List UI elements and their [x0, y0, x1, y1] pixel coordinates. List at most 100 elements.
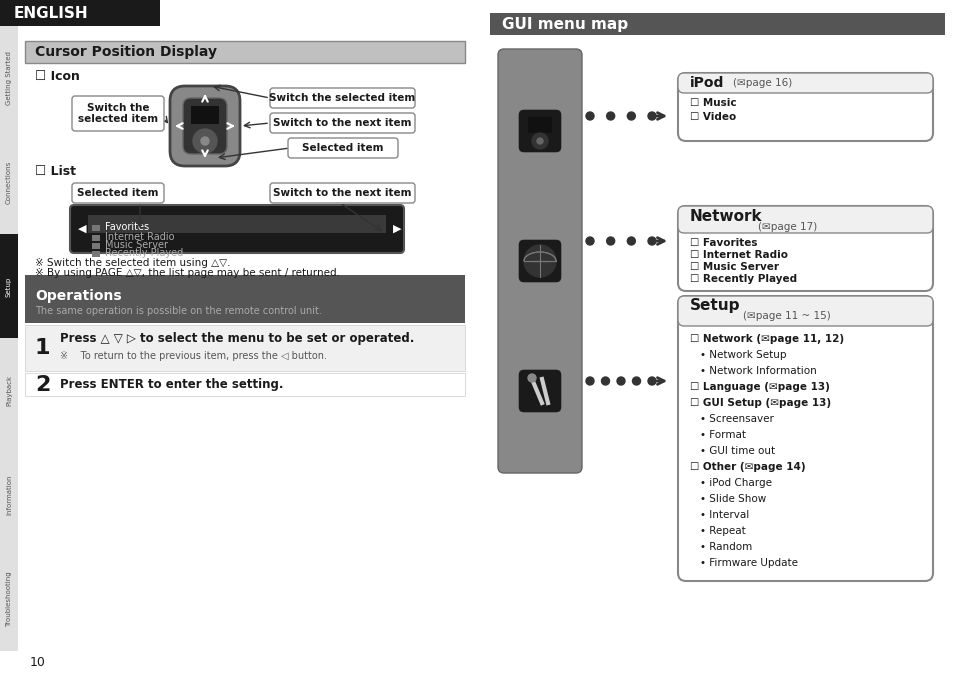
FancyBboxPatch shape — [517, 239, 561, 283]
Text: ☐ GUI Setup (✉page 13): ☐ GUI Setup (✉page 13) — [689, 398, 830, 408]
Text: Connections: Connections — [6, 161, 12, 204]
FancyBboxPatch shape — [497, 49, 581, 473]
Text: ☐ Internet Radio: ☐ Internet Radio — [689, 250, 787, 260]
Text: ☐ Other (✉page 14): ☐ Other (✉page 14) — [689, 462, 804, 472]
Text: Switch to the next item: Switch to the next item — [273, 188, 412, 198]
Text: • Repeat: • Repeat — [700, 526, 745, 536]
FancyBboxPatch shape — [678, 206, 932, 233]
Bar — [0, 443, 18, 547]
Bar — [0, 26, 18, 130]
Text: iPod: iPod — [689, 76, 723, 90]
Circle shape — [627, 112, 635, 120]
Text: Setup: Setup — [689, 298, 740, 313]
Bar — [25, 373, 464, 396]
FancyBboxPatch shape — [270, 183, 415, 203]
Text: Favorites: Favorites — [105, 222, 149, 232]
FancyBboxPatch shape — [517, 109, 561, 153]
Circle shape — [606, 112, 614, 120]
FancyBboxPatch shape — [678, 206, 932, 291]
Text: ☐ List: ☐ List — [35, 165, 76, 178]
Text: Switch to the next item: Switch to the next item — [273, 118, 412, 128]
Text: ☐ Favorites: ☐ Favorites — [689, 238, 757, 248]
Bar — [25, 275, 464, 323]
Text: Switch the selected item: Switch the selected item — [269, 93, 416, 103]
Text: • Random: • Random — [700, 542, 752, 552]
FancyBboxPatch shape — [678, 296, 932, 326]
Circle shape — [201, 137, 209, 145]
Text: Recently Played: Recently Played — [105, 248, 183, 258]
FancyBboxPatch shape — [170, 86, 240, 166]
Circle shape — [193, 129, 216, 153]
Text: • Network Setup: • Network Setup — [700, 350, 785, 360]
Bar — [91, 251, 100, 257]
Bar — [25, 325, 464, 371]
Text: Setup: Setup — [6, 276, 12, 296]
FancyBboxPatch shape — [71, 183, 164, 203]
Text: Operations: Operations — [35, 289, 121, 303]
Circle shape — [585, 377, 594, 385]
Bar — [191, 106, 219, 124]
Text: Press △ ▽ ▷ to select the menu to be set or operated.: Press △ ▽ ▷ to select the menu to be set… — [60, 332, 414, 345]
Text: ☐ Icon: ☐ Icon — [35, 69, 80, 82]
Bar — [88, 215, 386, 233]
Circle shape — [617, 377, 624, 385]
Text: ※ Switch the selected item using △▽.: ※ Switch the selected item using △▽. — [35, 258, 231, 268]
Bar — [490, 13, 944, 35]
FancyBboxPatch shape — [70, 205, 403, 253]
Text: 1: 1 — [35, 338, 51, 358]
Text: Internet Radio: Internet Radio — [105, 232, 174, 242]
Bar — [0, 130, 18, 234]
Text: 10: 10 — [30, 656, 46, 669]
Text: ▶: ▶ — [393, 224, 401, 234]
FancyBboxPatch shape — [678, 73, 932, 141]
FancyBboxPatch shape — [517, 369, 561, 413]
Text: 2: 2 — [35, 375, 51, 395]
Text: The same operation is possible on the remote control unit.: The same operation is possible on the re… — [35, 306, 321, 316]
FancyBboxPatch shape — [288, 138, 397, 158]
Text: ☐ Network (✉page 11, 12): ☐ Network (✉page 11, 12) — [689, 334, 843, 344]
Text: ☐ Recently Played: ☐ Recently Played — [689, 274, 797, 284]
Text: GUI menu map: GUI menu map — [501, 16, 627, 31]
Circle shape — [523, 245, 556, 277]
Text: (✉page 16): (✉page 16) — [732, 78, 791, 88]
FancyBboxPatch shape — [270, 88, 415, 108]
Text: Getting Started: Getting Started — [6, 51, 12, 105]
FancyBboxPatch shape — [270, 113, 415, 133]
Text: Selected item: Selected item — [302, 143, 383, 153]
Text: ☐ Music Server: ☐ Music Server — [689, 262, 779, 272]
Text: • Format: • Format — [700, 430, 745, 440]
Circle shape — [632, 377, 639, 385]
Circle shape — [585, 237, 594, 245]
Text: ☐ Music: ☐ Music — [689, 98, 736, 108]
Circle shape — [647, 377, 656, 385]
Text: (✉page 11 ~ 15): (✉page 11 ~ 15) — [742, 311, 830, 321]
FancyBboxPatch shape — [183, 98, 227, 154]
Circle shape — [606, 237, 614, 245]
Circle shape — [537, 138, 542, 144]
Bar — [0, 338, 18, 443]
Text: ※ By using PAGE △▽, the list page may be sent / returned.: ※ By using PAGE △▽, the list page may be… — [35, 268, 339, 278]
Text: • Firmware Update: • Firmware Update — [700, 558, 797, 568]
Text: Troubleshooting: Troubleshooting — [6, 571, 12, 627]
Text: • Interval: • Interval — [700, 510, 748, 520]
Circle shape — [647, 112, 656, 120]
Text: • GUI time out: • GUI time out — [700, 446, 774, 456]
Text: ☐ Language (✉page 13): ☐ Language (✉page 13) — [689, 382, 829, 392]
Text: Network: Network — [689, 210, 761, 225]
Text: Selected item: Selected item — [77, 188, 158, 198]
Text: ☐ Video: ☐ Video — [689, 112, 736, 122]
Text: Switch the
selected item: Switch the selected item — [78, 103, 158, 125]
Bar — [91, 225, 100, 231]
Text: • Network Information: • Network Information — [700, 366, 816, 376]
Circle shape — [627, 237, 635, 245]
Circle shape — [585, 112, 594, 120]
Circle shape — [532, 133, 547, 149]
Bar — [0, 547, 18, 651]
FancyBboxPatch shape — [678, 296, 932, 581]
FancyBboxPatch shape — [678, 73, 932, 93]
Circle shape — [647, 237, 656, 245]
Circle shape — [527, 374, 536, 382]
Bar — [527, 117, 552, 133]
Text: ENGLISH: ENGLISH — [14, 5, 89, 20]
Bar — [25, 41, 464, 63]
